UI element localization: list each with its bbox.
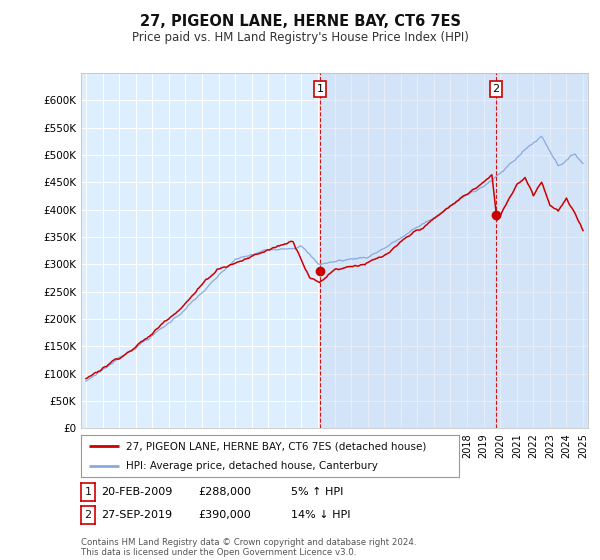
Text: 2: 2 <box>85 510 91 520</box>
Text: 27-SEP-2019: 27-SEP-2019 <box>101 510 173 520</box>
Text: £390,000: £390,000 <box>198 510 251 520</box>
Text: HPI: Average price, detached house, Canterbury: HPI: Average price, detached house, Cant… <box>127 461 378 471</box>
Text: 14% ↓ HPI: 14% ↓ HPI <box>291 510 350 520</box>
Text: 20-FEB-2009: 20-FEB-2009 <box>101 487 173 497</box>
Text: 27, PIGEON LANE, HERNE BAY, CT6 7ES (detached house): 27, PIGEON LANE, HERNE BAY, CT6 7ES (det… <box>127 441 427 451</box>
Text: 1: 1 <box>316 84 323 94</box>
Bar <box>320 73 588 428</box>
Text: 1: 1 <box>85 487 91 497</box>
Text: 5% ↑ HPI: 5% ↑ HPI <box>291 487 343 497</box>
Text: 2: 2 <box>493 84 500 94</box>
Text: Contains HM Land Registry data © Crown copyright and database right 2024.
This d: Contains HM Land Registry data © Crown c… <box>81 538 416 557</box>
Text: 27, PIGEON LANE, HERNE BAY, CT6 7ES: 27, PIGEON LANE, HERNE BAY, CT6 7ES <box>139 14 461 29</box>
Text: Price paid vs. HM Land Registry's House Price Index (HPI): Price paid vs. HM Land Registry's House … <box>131 31 469 44</box>
Text: £288,000: £288,000 <box>198 487 251 497</box>
